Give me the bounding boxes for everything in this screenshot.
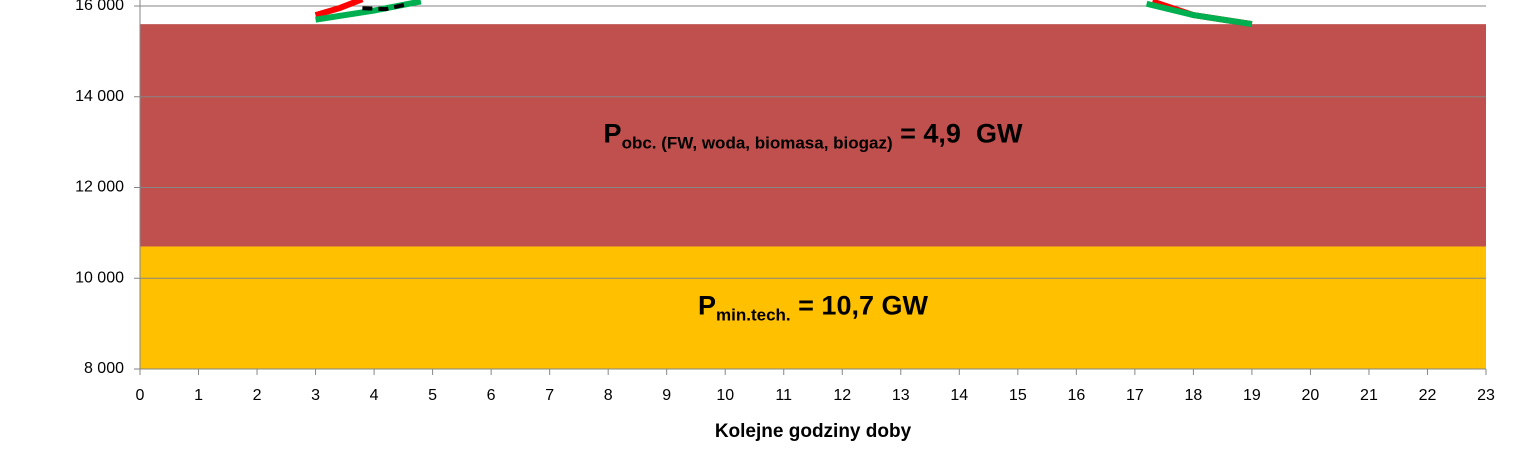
band-label: Pobc. (FW, woda, biomasa, biogaz) = 4,9 …: [604, 118, 1023, 152]
x-tick-label: 1: [194, 387, 203, 404]
x-tick-label: 5: [428, 387, 437, 404]
line-series: [362, 1, 410, 12]
x-tick-label: 11: [775, 387, 792, 404]
y-tick-label: 16 000: [75, 0, 124, 14]
label-rest: = 10,7 GW: [791, 291, 929, 321]
label-rest: = 4,9 GW: [893, 118, 1023, 148]
band: [140, 246, 1486, 369]
label-main: P: [698, 291, 716, 321]
x-tick-label: 0: [136, 387, 145, 404]
band-label: Pmin.tech. = 10,7 GW: [698, 291, 928, 325]
x-tick-label: 10: [716, 387, 734, 404]
x-tick-label: 16: [1067, 387, 1085, 404]
y-tick-label: 14 000: [75, 88, 124, 105]
x-tick-label: 9: [662, 387, 671, 404]
band: [140, 24, 1486, 247]
label-sub: min.tech.: [716, 306, 791, 325]
x-tick-label: 8: [604, 387, 613, 404]
y-tick-label: 12 000: [75, 179, 124, 196]
y-tick-label: 8 000: [84, 360, 124, 377]
line-series: [315, 0, 422, 23]
x-tick-label: 4: [370, 387, 379, 404]
x-tick-label: 7: [545, 387, 554, 404]
line-series: [314, 0, 364, 18]
label-main: P: [604, 118, 622, 148]
x-tick-label: 22: [1419, 387, 1437, 404]
x-tick-label: 18: [1184, 387, 1202, 404]
x-tick-label: 20: [1302, 387, 1320, 404]
x-tick-label: 13: [892, 387, 910, 404]
x-tick-label: 19: [1243, 387, 1261, 404]
y-tick-label: 10 000: [75, 269, 124, 286]
plot-area: [140, 0, 1486, 369]
x-tick-label: 3: [311, 387, 320, 404]
x-tick-label: 6: [487, 387, 496, 404]
x-tick-label: 15: [1009, 387, 1027, 404]
x-tick-label: 23: [1477, 387, 1495, 404]
x-tick-label: 14: [950, 387, 968, 404]
label-sub: obc. (FW, woda, biomasa, biogaz): [622, 134, 893, 153]
x-tick-label: 12: [833, 387, 851, 404]
line-series: [1145, 0, 1253, 28]
x-tick-label: 17: [1126, 387, 1144, 404]
x-axis-title: Kolejne godziny doby: [715, 421, 912, 442]
x-tick-label: 21: [1360, 387, 1378, 404]
x-tick-label: 2: [253, 387, 262, 404]
